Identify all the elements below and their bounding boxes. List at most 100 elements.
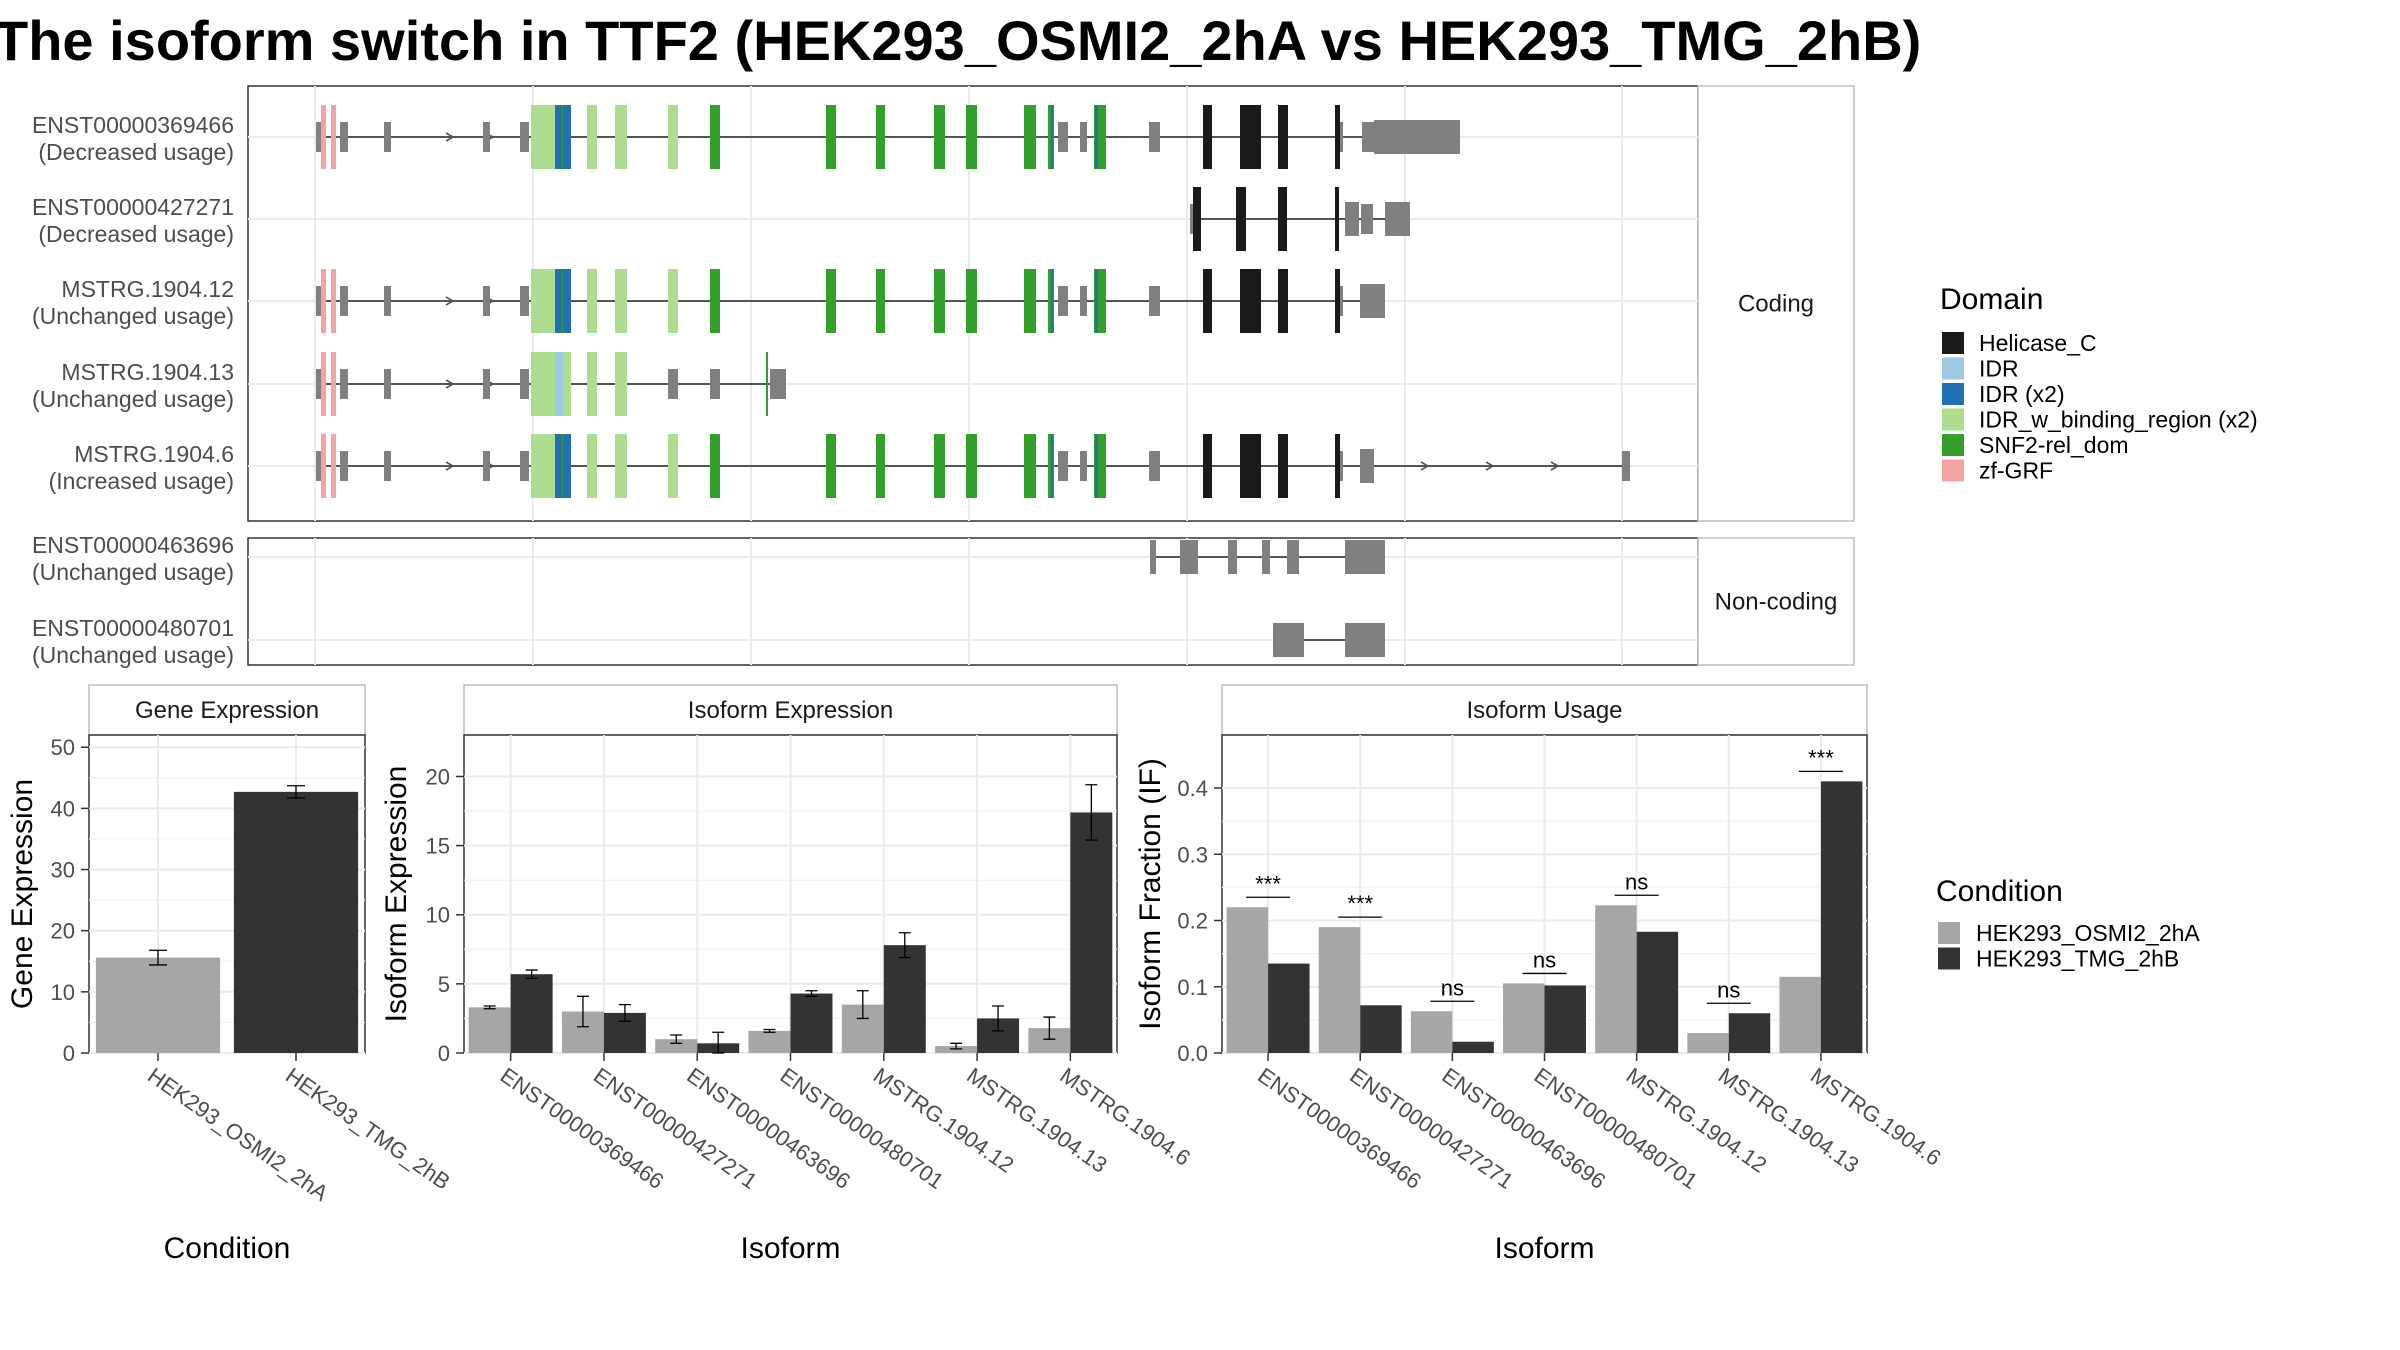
bar	[1779, 976, 1821, 1053]
noncoding-panel-frame	[247, 537, 1699, 666]
domain-segment	[826, 269, 836, 333]
domain-segment	[331, 269, 336, 333]
exon	[1340, 122, 1343, 152]
bar-panels: Gene Expression01020304050HEK293_OSMI2_2…	[6, 684, 1946, 1265]
error-bar	[576, 995, 589, 1028]
legend-label: HEK293_OSMI2_2hA	[1976, 920, 2200, 946]
exon	[1340, 451, 1343, 481]
exon	[1345, 623, 1385, 657]
domain-segment	[1024, 269, 1036, 333]
exon	[1360, 449, 1374, 483]
legend-swatch	[1938, 947, 1960, 970]
domain-segment	[934, 269, 945, 333]
transcript-ENST00000463696: ENST00000463696(Unchanged usage)	[32, 532, 1698, 585]
exon	[1360, 284, 1385, 318]
bar	[510, 974, 553, 1053]
exon	[1080, 122, 1087, 152]
domain-segment	[1203, 434, 1212, 498]
exon	[316, 451, 324, 481]
domain-segment	[1095, 105, 1099, 169]
bar	[1544, 985, 1586, 1053]
strip-box	[88, 684, 366, 736]
bar	[655, 1039, 698, 1053]
direction-arrow	[1485, 461, 1495, 471]
domain-segment	[1335, 434, 1340, 498]
exon	[1149, 451, 1160, 481]
isoform-usage-label: (Unchanged usage)	[32, 642, 234, 668]
exon	[1622, 451, 1630, 481]
y-tick-label: 0.4	[1177, 776, 1208, 801]
error-bar	[992, 1005, 1005, 1032]
y-tick-label: 0	[438, 1041, 450, 1066]
significance-label: ***	[1255, 871, 1281, 896]
exon	[1340, 286, 1343, 316]
domain-segment	[1278, 187, 1287, 251]
x-tick-label: ENST00000463696	[682, 1063, 855, 1194]
domain-segment	[587, 269, 597, 333]
domain-segment	[1203, 105, 1212, 169]
error-bar	[525, 969, 538, 979]
domain-segment	[1240, 269, 1261, 333]
exon	[1080, 286, 1087, 316]
coding-panel-strip	[1697, 85, 1855, 522]
x-tick-label: ENST00000427271	[1345, 1063, 1518, 1194]
error-bar	[287, 785, 305, 799]
exon	[340, 451, 348, 481]
exon	[1361, 204, 1373, 234]
noncoding-panel-strip-label: Non-coding	[1715, 589, 1838, 616]
exon	[316, 122, 324, 152]
domain-segment	[668, 434, 678, 498]
domain-segment	[1095, 269, 1099, 333]
isoform-usage-label: (Decreased usage)	[38, 139, 234, 165]
exon	[1058, 286, 1068, 316]
domain-segment	[710, 269, 720, 333]
exon	[520, 369, 529, 399]
domain-segment	[555, 105, 562, 169]
domain-segment	[1335, 187, 1339, 251]
exon	[483, 122, 490, 152]
domain-segment	[615, 352, 627, 416]
domain-segment	[1236, 187, 1246, 251]
isoform-usage-label: (Increased usage)	[49, 468, 234, 494]
isoform-id-label: ENST00000427271	[32, 194, 234, 220]
isoform-usage-label: (Unchanged usage)	[32, 559, 234, 585]
legend-swatch	[1942, 332, 1964, 354]
bar	[1318, 927, 1361, 1053]
noncoding-panel-strip	[1697, 537, 1855, 666]
domain-segment	[555, 352, 563, 416]
domain-segment	[668, 105, 678, 169]
error-bar	[483, 1005, 496, 1010]
bar	[468, 1007, 511, 1053]
exon	[520, 122, 529, 152]
x-tick-label: ENST00000480701	[776, 1063, 949, 1194]
domain-segment	[1193, 187, 1201, 251]
domain-segment	[966, 269, 977, 333]
isoform-usage-label: (Decreased usage)	[38, 221, 234, 247]
legend-swatch	[1938, 922, 1960, 944]
domain-segment	[321, 352, 326, 416]
error-bar	[856, 990, 869, 1020]
isoform-id-label: MSTRG.1904.12	[61, 276, 234, 302]
error-bar	[1043, 1016, 1056, 1040]
domain-segment	[934, 434, 945, 498]
domain-segment	[1098, 105, 1103, 169]
domain-segment	[1051, 269, 1053, 333]
domain-segment	[587, 105, 597, 169]
exon	[340, 122, 348, 152]
transcript-ENST00000480701: ENST00000480701(Unchanged usage)	[32, 615, 1698, 668]
bar	[1728, 1013, 1771, 1053]
significance-label: ns	[1625, 869, 1648, 894]
transcript-MSTRG.1904.13: MSTRG.1904.13(Unchanged usage)	[32, 352, 1698, 416]
exon	[1273, 623, 1304, 657]
exon	[483, 286, 490, 316]
transcript-ENST00000427271: ENST00000427271(Decreased usage)	[32, 187, 1698, 251]
domain-segment	[1278, 434, 1288, 498]
bar	[1360, 1005, 1402, 1053]
domain-legend-title: Domain	[1940, 283, 2043, 316]
bar	[1820, 781, 1863, 1053]
exon	[483, 451, 490, 481]
domain-segment	[615, 434, 627, 498]
legend-label: IDR_w_binding_region (x2)	[1979, 407, 2258, 433]
domain-segment	[1203, 269, 1212, 333]
y-axis-title: Isoform Expression	[380, 766, 413, 1023]
